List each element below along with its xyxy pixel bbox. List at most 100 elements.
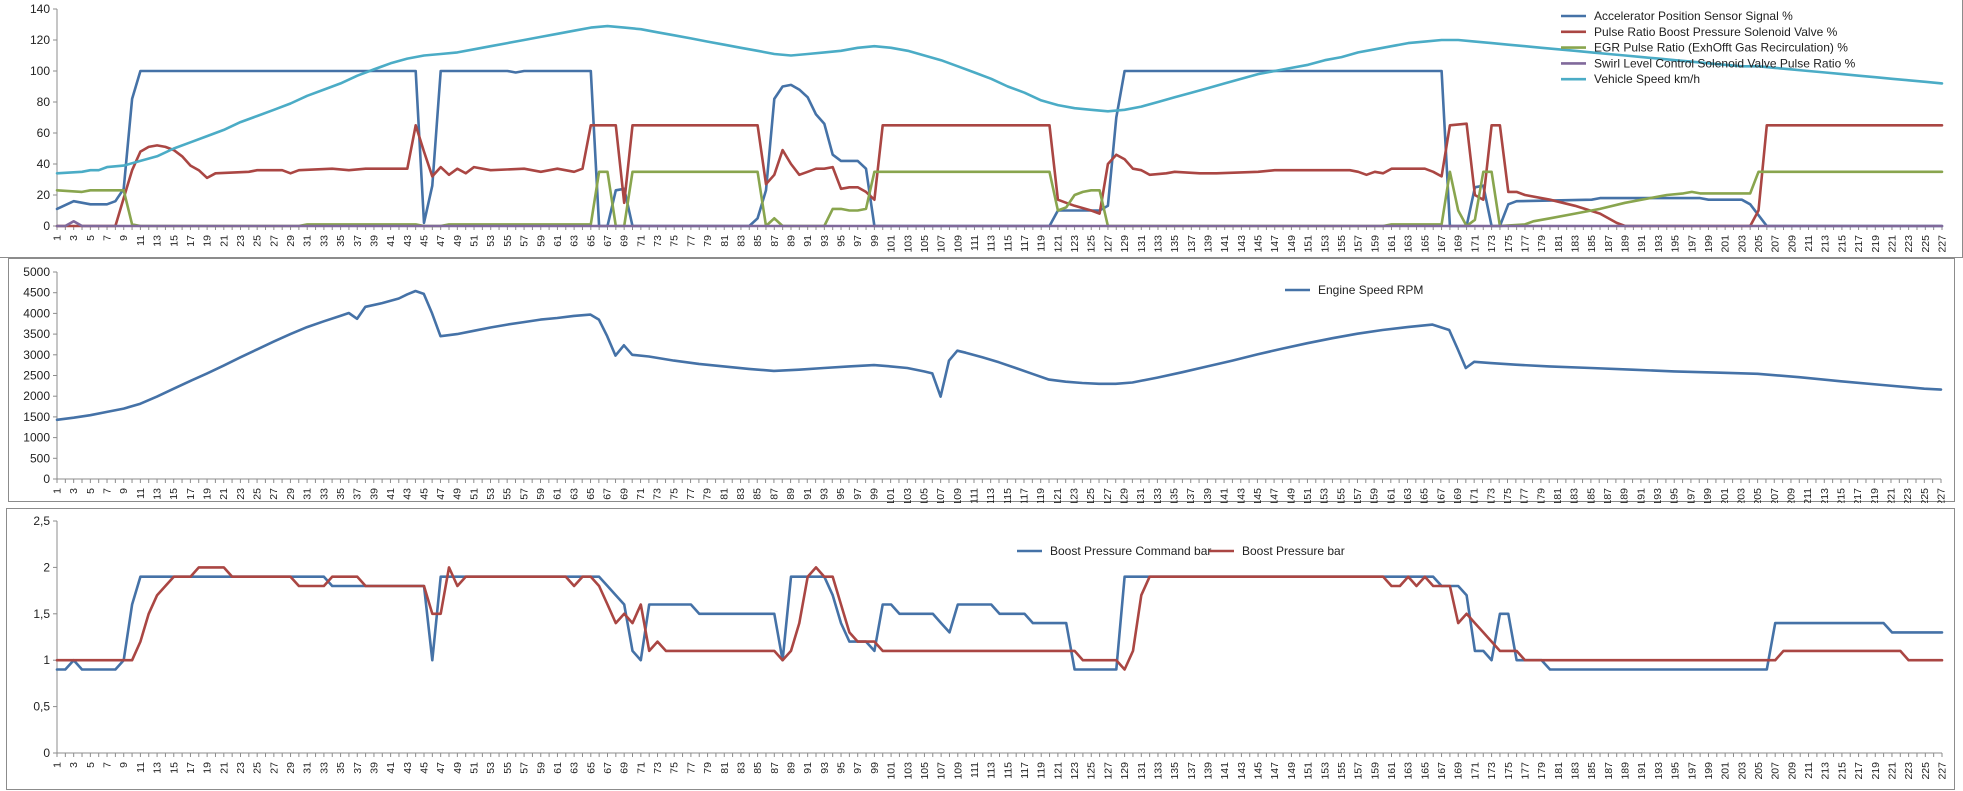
rpm-x-tick-label: 111 bbox=[968, 488, 980, 503]
rpm-y-tick-label: 1500 bbox=[23, 410, 50, 424]
boost-x-tick-label: 23 bbox=[235, 762, 247, 774]
sensor-x-tick-label: 181 bbox=[1553, 235, 1565, 253]
boost-x-tick-label: 99 bbox=[869, 762, 881, 774]
boost-x-tick-label: 15 bbox=[168, 762, 180, 774]
boost-pressure-chart: 00,511,522,51 3 5 7 9 11 13 15 17 19 21 23 25 27 29 31 3… bbox=[33, 514, 1948, 780]
boost-x-tick-label: 209 bbox=[1786, 762, 1798, 780]
rpm-x-tick-label: 217 bbox=[1852, 488, 1864, 503]
rpm-legend-label-1: Engine Speed RPM bbox=[1318, 283, 1423, 297]
rpm-x-tick-label: 13 bbox=[152, 488, 164, 500]
sensor-x-tick-label: 167 bbox=[1436, 235, 1448, 253]
rpm-x-tick-label: 149 bbox=[1285, 488, 1297, 503]
sensor-x-tick-label: 113 bbox=[986, 235, 998, 252]
boost-series-line-1 bbox=[55, 575, 1944, 671]
boost-x-tick-label: 5 bbox=[85, 762, 97, 768]
rpm-x-tick-label: 27 bbox=[268, 488, 280, 500]
rpm-x-tick-label: 177 bbox=[1519, 488, 1531, 503]
sensor-legend-label-5: Vehicle Speed km/h bbox=[1594, 72, 1700, 86]
sensor-x-tick-label: 223 bbox=[1903, 235, 1915, 253]
sensor-x-tick-label: 175 bbox=[1503, 235, 1515, 253]
sensor-x-tick-label: 95 bbox=[836, 235, 848, 247]
sensor-x-tick-label: 61 bbox=[552, 235, 564, 247]
rpm-x-tick-label: 3 bbox=[68, 488, 80, 494]
rpm-x-tick-label: 33 bbox=[318, 488, 330, 500]
rpm-x-tick-label: 121 bbox=[1052, 488, 1064, 503]
rpm-x-tick-label: 131 bbox=[1135, 488, 1147, 503]
rpm-y-tick-label: 2500 bbox=[23, 369, 50, 383]
boost-x-tick-label: 97 bbox=[852, 762, 864, 774]
rpm-x-tick-label: 9 bbox=[118, 488, 130, 494]
boost-x-tick-label: 111 bbox=[969, 762, 981, 778]
boost-x-tick-label: 29 bbox=[285, 762, 297, 774]
rpm-x-tick-label: 97 bbox=[852, 488, 864, 500]
rpm-x-tick-label: 219 bbox=[1869, 488, 1881, 503]
rpm-x-tick-label: 87 bbox=[768, 488, 780, 500]
boost-y-tick-label: 2 bbox=[43, 560, 50, 574]
sensor-x-tick-label: 125 bbox=[1086, 235, 1098, 253]
rpm-x-tick-label: 49 bbox=[452, 488, 464, 500]
rpm-x-tick-label: 95 bbox=[835, 488, 847, 500]
rpm-x-tick-label: 165 bbox=[1419, 488, 1431, 503]
rpm-x-tick-label: 53 bbox=[485, 488, 497, 500]
rpm-x-tick-label: 43 bbox=[402, 488, 414, 500]
rpm-x-tick-label: 181 bbox=[1552, 488, 1564, 503]
boost-y-tick-label: 1,5 bbox=[33, 607, 50, 621]
rpm-x-tick-label: 141 bbox=[1219, 488, 1231, 503]
sensor-x-tick-label: 47 bbox=[435, 235, 447, 247]
rpm-x-tick-label: 159 bbox=[1369, 488, 1381, 503]
rpm-x-tick-label: 169 bbox=[1452, 488, 1464, 503]
rpm-x-tick-label: 35 bbox=[335, 488, 347, 500]
sensor-x-tick-label: 79 bbox=[702, 235, 714, 247]
sensor-y-tick-label: 40 bbox=[37, 157, 51, 171]
sensor-x-tick-label: 227 bbox=[1937, 235, 1949, 253]
rpm-x-tick-label: 187 bbox=[1602, 488, 1614, 503]
rpm-x-tick-label: 215 bbox=[1835, 488, 1847, 503]
rpm-x-tick-label: 195 bbox=[1669, 488, 1681, 503]
sensor-x-tick-label: 59 bbox=[535, 235, 547, 247]
sensor-x-tick-label: 159 bbox=[1369, 235, 1381, 253]
boost-x-tick-label: 225 bbox=[1920, 762, 1932, 780]
sensor-series-line-1 bbox=[55, 69, 1944, 228]
rpm-x-tick-label: 211 bbox=[1802, 488, 1814, 503]
sensor-x-tick-label: 25 bbox=[252, 235, 264, 247]
rpm-x-tick-label: 99 bbox=[868, 488, 880, 500]
sensor-x-tick-label: 225 bbox=[1920, 235, 1932, 253]
rpm-x-tick-label: 85 bbox=[752, 488, 764, 500]
boost-x-tick-label: 73 bbox=[652, 762, 664, 774]
sensor-x-tick-label: 133 bbox=[1152, 235, 1164, 253]
boost-x-tick-label: 165 bbox=[1419, 762, 1431, 780]
sensor-x-tick-label: 15 bbox=[168, 235, 180, 247]
sensor-x-tick-label: 103 bbox=[902, 235, 914, 253]
rpm-x-tick-label: 69 bbox=[618, 488, 630, 500]
rpm-x-tick-label: 79 bbox=[702, 488, 714, 500]
rpm-x-tick-label: 161 bbox=[1385, 488, 1397, 503]
rpm-x-tick-label: 51 bbox=[468, 488, 480, 500]
sensor-x-tick-label: 205 bbox=[1753, 235, 1765, 253]
rpm-x-tick-label: 91 bbox=[802, 488, 814, 500]
chart-panel-boost-pressure: 0 0,5 1 1,5 2 2,5 1 3 5 7 9 11 13 15 17 19 21 23 25 27 29 31 3… bbox=[6, 508, 1955, 790]
rpm-x-tick-label: 59 bbox=[535, 488, 547, 500]
sensor-x-tick-label: 19 bbox=[202, 235, 214, 247]
sensor-x-tick-label: 97 bbox=[852, 235, 864, 247]
sensor-legend-label-3: EGR Pulse Ratio (ExhOfft Gas Recirculati… bbox=[1594, 41, 1848, 55]
boost-x-tick-label: 131 bbox=[1136, 762, 1148, 780]
boost-x-tick-label: 139 bbox=[1203, 762, 1215, 780]
boost-x-tick-label: 163 bbox=[1403, 762, 1415, 780]
rpm-x-tick-label: 117 bbox=[1019, 488, 1031, 503]
sensor-x-tick-label: 117 bbox=[1019, 235, 1031, 252]
sensor-x-tick-label: 131 bbox=[1136, 235, 1148, 253]
sensor-x-tick-label: 197 bbox=[1686, 235, 1698, 253]
rpm-x-tick-label: 205 bbox=[1752, 488, 1764, 503]
sensor-x-tick-label: 55 bbox=[502, 235, 514, 247]
sensor-x-tick-label: 7 bbox=[102, 235, 114, 241]
rpm-x-tick-label: 145 bbox=[1252, 488, 1264, 503]
boost-legend: Boost Pressure Command bar Boost Pressure… bbox=[1017, 544, 1345, 558]
boost-x-tick-label: 71 bbox=[635, 762, 647, 774]
sensor-x-tick-label: 165 bbox=[1419, 235, 1431, 253]
sensor-x-tick-label: 153 bbox=[1319, 235, 1331, 253]
boost-x-tick-label: 17 bbox=[185, 762, 197, 774]
sensor-x-tick-label: 53 bbox=[485, 235, 497, 247]
boost-x-tick-label: 69 bbox=[619, 762, 631, 774]
boost-legend-label-2: Boost Pressure bar bbox=[1242, 544, 1345, 558]
